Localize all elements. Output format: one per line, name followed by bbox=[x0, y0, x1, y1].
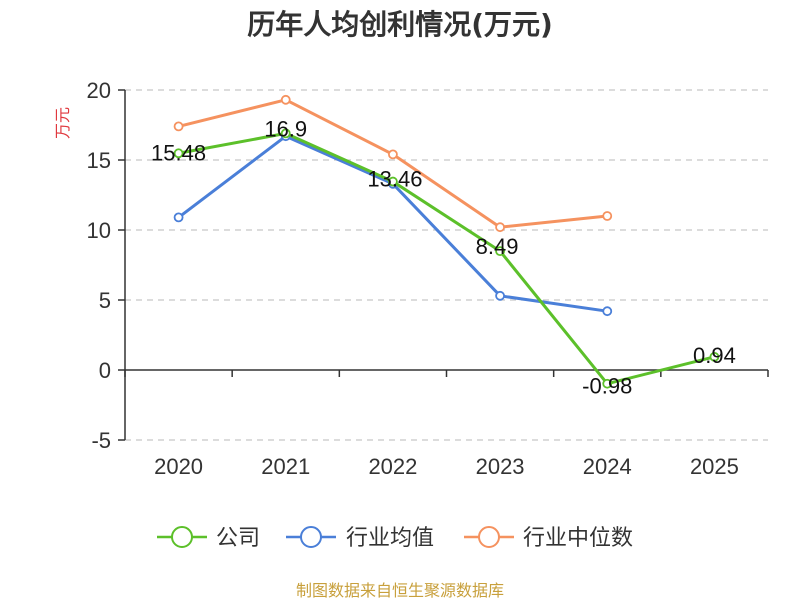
data-point bbox=[388, 176, 398, 187]
data-point bbox=[388, 149, 398, 160]
legend-label: 公司 bbox=[216, 526, 260, 551]
data-point bbox=[709, 351, 720, 362]
data-label: -0.98 bbox=[582, 374, 632, 399]
series-0 bbox=[173, 128, 720, 389]
legend-item-0[interactable]: 公司 bbox=[157, 526, 260, 551]
data-point bbox=[602, 378, 613, 389]
data-point bbox=[280, 94, 291, 105]
y-tick-label: -5 bbox=[91, 428, 111, 453]
data-point bbox=[495, 290, 505, 301]
data-point bbox=[495, 222, 505, 233]
legend-swatch-marker bbox=[478, 526, 500, 548]
x-tick-label: 2023 bbox=[476, 454, 525, 479]
data-point bbox=[495, 246, 505, 257]
data-point bbox=[280, 128, 291, 139]
data-point bbox=[173, 148, 184, 159]
data-label: 16.9 bbox=[264, 116, 307, 141]
source-note: 制图数据来自恒生聚源数据库 bbox=[296, 581, 504, 600]
gridlines bbox=[125, 89, 768, 441]
chart-title: 历年人均创利情况(万元) bbox=[247, 8, 553, 41]
x-tick-label: 2025 bbox=[690, 454, 739, 479]
data-label: 15.48 bbox=[151, 140, 206, 165]
x-tick-label: 2021 bbox=[261, 454, 310, 479]
y-tick-label: 5 bbox=[99, 288, 111, 313]
y-tick-label: 10 bbox=[87, 218, 111, 243]
legend-label: 行业中位数 bbox=[523, 526, 633, 551]
legend: 公司 行业均值 行业中位数 bbox=[157, 526, 633, 551]
series-line bbox=[178, 131, 715, 386]
y-tick-label: 20 bbox=[87, 78, 111, 103]
series-lines bbox=[173, 94, 720, 389]
data-labels: 15.48 16.9 13.46 8.49 -0.98 0.94 bbox=[151, 116, 736, 398]
y-tick-label: 15 bbox=[87, 148, 111, 173]
x-tick-label: 2024 bbox=[583, 454, 632, 479]
legend-item-1[interactable]: 行业均值 bbox=[286, 526, 434, 551]
legend-swatch-marker bbox=[171, 526, 193, 548]
legend-label: 行业均值 bbox=[346, 526, 434, 551]
data-label: 8.49 bbox=[476, 234, 519, 259]
series-line bbox=[178, 98, 608, 229]
data-label: 13.46 bbox=[367, 167, 422, 192]
data-point bbox=[602, 211, 613, 221]
legend-swatch-marker bbox=[300, 526, 322, 548]
series-2 bbox=[173, 94, 613, 233]
legend-item-2[interactable]: 行业中位数 bbox=[464, 526, 633, 551]
data-label: 0.94 bbox=[693, 343, 736, 368]
x-tick-label: 2020 bbox=[154, 454, 203, 479]
y-axis-unit-label: 万元 bbox=[53, 107, 72, 139]
x-tick-label: 2022 bbox=[368, 454, 417, 479]
data-point bbox=[173, 212, 184, 223]
data-point bbox=[602, 306, 613, 317]
data-point bbox=[173, 121, 184, 132]
y-tick-label: 0 bbox=[99, 358, 111, 383]
